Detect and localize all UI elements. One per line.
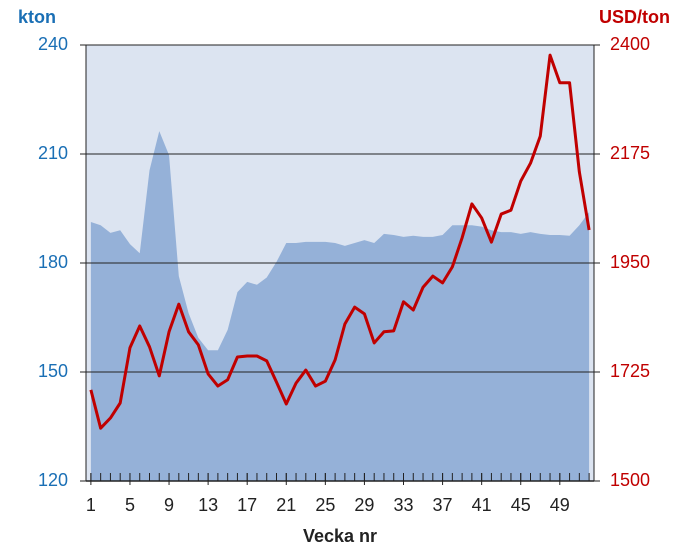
y2-tick-label: 1500 xyxy=(610,470,650,490)
y2-tick-label: 1725 xyxy=(610,361,650,381)
x-tick-label: 1 xyxy=(86,495,96,515)
y2-tick-label: 2400 xyxy=(610,34,650,54)
x-tick-label: 9 xyxy=(164,495,174,515)
x-tick-label: 29 xyxy=(354,495,374,515)
y-tick-label: 240 xyxy=(38,34,68,54)
y2-tick-label: 2175 xyxy=(610,143,650,163)
x-tick-label: 21 xyxy=(276,495,296,515)
y2-tick-label: 1950 xyxy=(610,252,650,272)
x-tick-label: 5 xyxy=(125,495,135,515)
line xyxy=(89,53,591,430)
x-tick-label: 13 xyxy=(198,495,218,515)
y2-axis-label: USD/ton xyxy=(599,7,670,27)
y-axis-label: kton xyxy=(18,7,56,27)
x-axis-label: Vecka nr xyxy=(303,526,377,546)
x-tick-label: 17 xyxy=(237,495,257,515)
x-tick-label: 25 xyxy=(315,495,335,515)
x-tick-label: 45 xyxy=(511,495,531,515)
x-tick-label: 33 xyxy=(393,495,413,515)
y-tick-label: 180 xyxy=(38,252,68,272)
x-tick-label: 37 xyxy=(433,495,453,515)
x-tick-label: 41 xyxy=(472,495,492,515)
x-tick-label: 49 xyxy=(550,495,570,515)
y-tick-label: 120 xyxy=(38,470,68,490)
y-tick-label: 210 xyxy=(38,143,68,163)
area xyxy=(90,131,590,482)
y-tick-label: 150 xyxy=(38,361,68,381)
